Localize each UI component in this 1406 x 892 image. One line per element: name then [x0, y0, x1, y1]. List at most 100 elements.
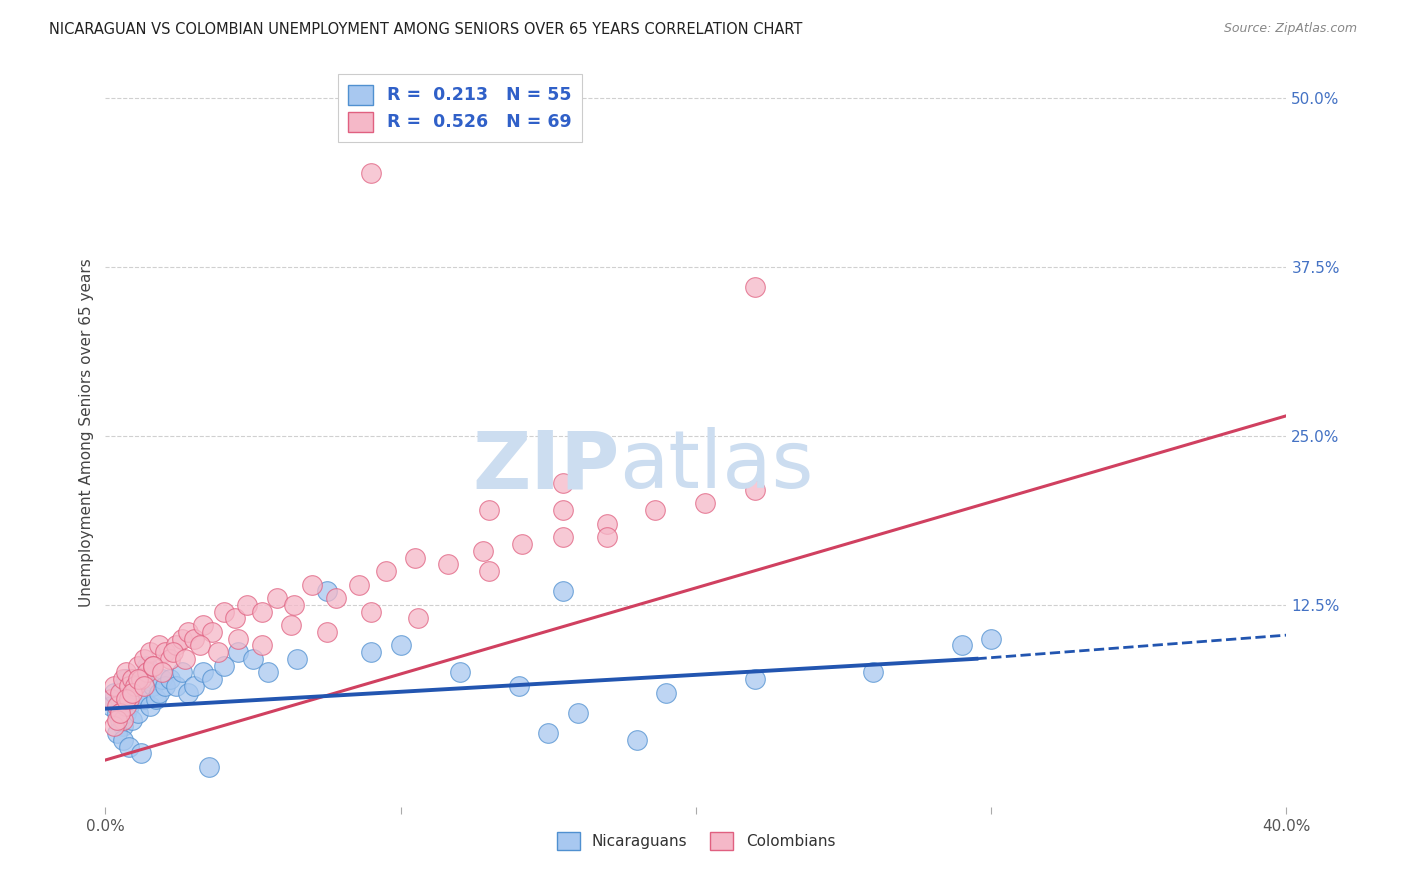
Point: [105, 713, 128, 727]
Point: [744, 672, 766, 686]
Point: [172, 632, 194, 646]
Point: [115, 672, 138, 686]
Point: [537, 726, 560, 740]
Point: [115, 665, 138, 680]
Point: [177, 685, 200, 699]
Point: [242, 652, 264, 666]
Point: [325, 591, 347, 605]
Point: [283, 598, 305, 612]
Point: [148, 638, 170, 652]
Point: [508, 679, 530, 693]
Point: [121, 685, 143, 699]
Point: [596, 516, 619, 531]
Point: [103, 679, 125, 693]
Point: [374, 564, 398, 578]
Point: [118, 679, 141, 693]
Point: [118, 739, 141, 754]
Point: [626, 732, 648, 747]
Point: [142, 679, 165, 693]
Point: [207, 645, 229, 659]
Point: [437, 558, 460, 572]
Point: [112, 732, 135, 747]
Point: [478, 503, 501, 517]
Point: [112, 679, 135, 693]
Point: [132, 692, 155, 706]
Text: ZIP: ZIP: [472, 427, 619, 506]
Point: [360, 645, 382, 659]
Point: [150, 672, 173, 686]
Point: [596, 530, 619, 544]
Point: [201, 624, 224, 639]
Point: [121, 692, 143, 706]
Point: [121, 672, 143, 686]
Point: [127, 706, 149, 720]
Point: [153, 645, 176, 659]
Point: [142, 658, 165, 673]
Point: [121, 713, 143, 727]
Point: [201, 672, 224, 686]
Point: [408, 611, 430, 625]
Point: [105, 706, 128, 720]
Point: [110, 692, 132, 706]
Point: [112, 719, 135, 733]
Point: [183, 632, 205, 646]
Point: [693, 496, 716, 510]
Point: [124, 679, 146, 693]
Point: [100, 698, 122, 713]
Point: [105, 726, 128, 740]
Point: [162, 645, 184, 659]
Point: [389, 638, 412, 652]
Point: [124, 692, 146, 706]
Point: [110, 713, 132, 727]
Point: [197, 760, 219, 774]
Point: [472, 543, 495, 558]
Point: [744, 483, 766, 497]
Point: [191, 665, 214, 680]
Point: [174, 652, 197, 666]
Point: [449, 665, 471, 680]
Point: [135, 658, 157, 673]
Point: [132, 679, 155, 693]
Point: [551, 476, 574, 491]
Point: [110, 706, 132, 720]
Point: [129, 685, 152, 699]
Point: [138, 698, 162, 713]
Point: [115, 706, 138, 720]
Point: [183, 679, 205, 693]
Point: [405, 550, 427, 565]
Point: [124, 679, 146, 693]
Point: [655, 685, 678, 699]
Point: [135, 665, 157, 680]
Point: [172, 665, 194, 680]
Point: [510, 537, 533, 551]
Point: [115, 692, 138, 706]
Point: [551, 584, 574, 599]
Point: [105, 698, 128, 713]
Point: [103, 685, 125, 699]
Point: [148, 685, 170, 699]
Y-axis label: Unemployment Among Seniors over 65 years: Unemployment Among Seniors over 65 years: [79, 259, 94, 607]
Legend: Nicaraguans, Colombians: Nicaraguans, Colombians: [551, 826, 841, 855]
Point: [644, 503, 666, 517]
Point: [115, 698, 138, 713]
Point: [153, 679, 176, 693]
Point: [129, 672, 152, 686]
Point: [129, 746, 152, 760]
Point: [165, 638, 187, 652]
Point: [551, 503, 574, 517]
Point: [950, 638, 973, 652]
Point: [127, 672, 149, 686]
Point: [980, 632, 1002, 646]
Point: [315, 584, 337, 599]
Text: Source: ZipAtlas.com: Source: ZipAtlas.com: [1223, 22, 1357, 36]
Point: [100, 692, 122, 706]
Point: [110, 706, 132, 720]
Point: [127, 672, 149, 686]
Point: [142, 658, 165, 673]
Point: [177, 624, 200, 639]
Point: [301, 577, 323, 591]
Point: [478, 564, 501, 578]
Point: [112, 672, 135, 686]
Point: [360, 605, 382, 619]
Point: [551, 530, 574, 544]
